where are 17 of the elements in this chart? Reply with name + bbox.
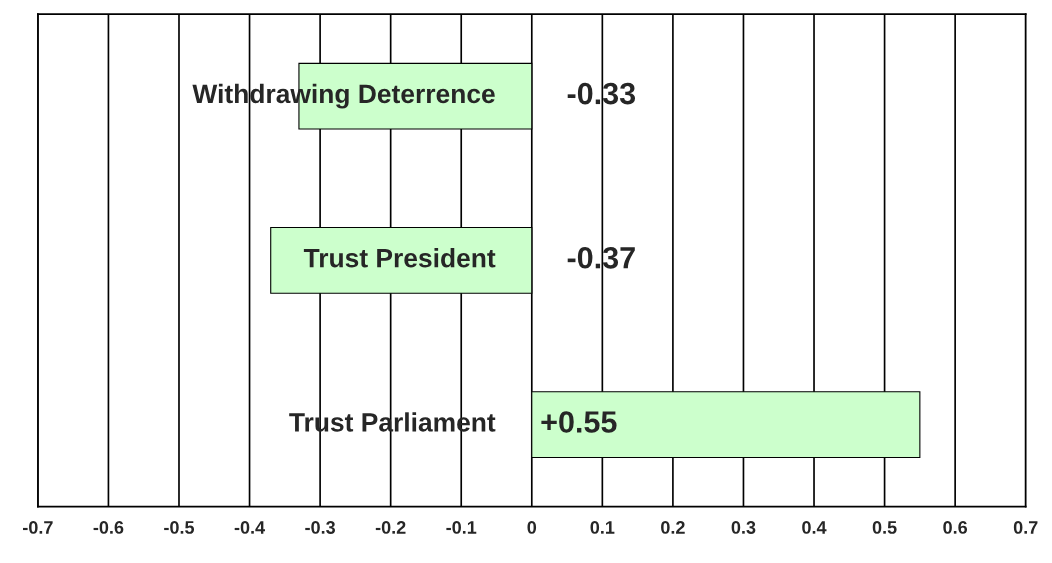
x-tick-label: -0.4	[234, 521, 266, 534]
x-tick-label: 0.3	[731, 521, 756, 534]
y-tick-label: Trust President	[303, 248, 496, 268]
x-tick-label: -0.2	[375, 521, 406, 534]
x-tick-label: 0.5	[872, 521, 897, 534]
x-tick-label: 0.4	[802, 521, 827, 534]
data-label: +0.55	[541, 411, 617, 433]
x-tick-label: -0.6	[93, 521, 124, 534]
x-tick-label: 0.2	[661, 521, 685, 534]
x-tick-label: 0	[527, 521, 537, 534]
x-tick-label: 0.7	[1013, 521, 1038, 534]
x-tick-label: -0.5	[164, 521, 195, 534]
x-tick-label: -0.7	[23, 521, 53, 534]
x-tick-label: 0.1	[590, 521, 615, 534]
x-tick-label: -0.1	[446, 521, 477, 534]
x-tick-label: 0.6	[943, 521, 968, 534]
x-tick-label: -0.3	[305, 521, 336, 534]
